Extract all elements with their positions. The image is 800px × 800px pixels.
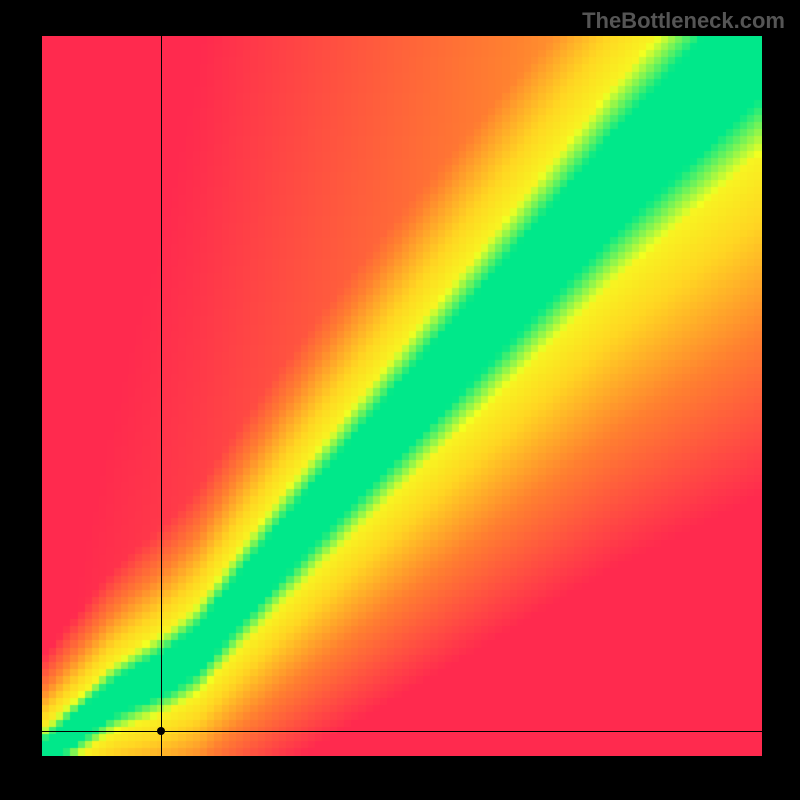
bottleneck-heatmap <box>42 36 762 756</box>
chart-container: { "watermark": { "text": "TheBottleneck.… <box>0 0 800 800</box>
crosshair-horizontal <box>42 731 762 732</box>
watermark-text: TheBottleneck.com <box>582 8 785 34</box>
crosshair-marker <box>157 727 165 735</box>
crosshair-vertical <box>161 36 162 756</box>
